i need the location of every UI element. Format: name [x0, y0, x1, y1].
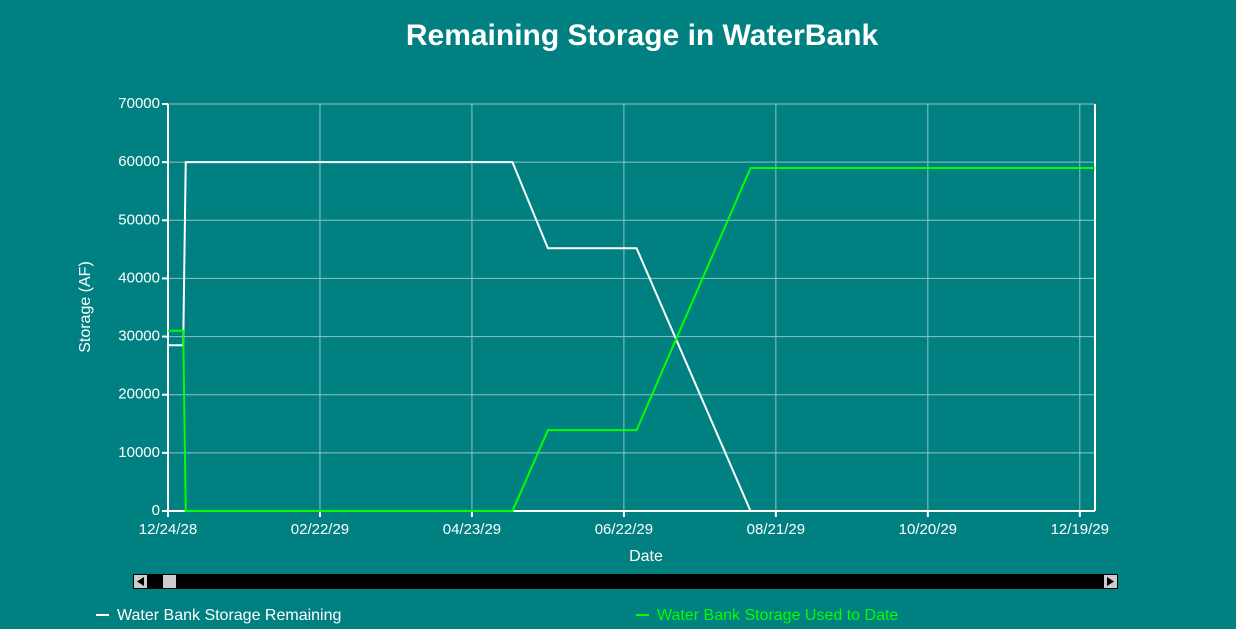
legend-label: Water Bank Storage Used to Date	[657, 607, 898, 624]
x-tick-label: 10/20/29	[899, 521, 957, 538]
y-tick-label: 0	[152, 502, 160, 519]
scroll-thumb[interactable]	[163, 575, 176, 588]
x-axis-label: Date	[629, 548, 663, 565]
y-tick-label: 10000	[118, 444, 160, 461]
line-series	[168, 166, 1095, 512]
x-tick-label: 08/21/29	[747, 521, 805, 538]
arrow-icon	[1107, 577, 1114, 586]
y-tick-label: 20000	[118, 386, 160, 403]
x-tick-label: 04/23/29	[443, 521, 501, 538]
y-tick-label: 40000	[118, 269, 160, 286]
y-axis-label: Storage (AF)	[77, 261, 94, 353]
x-tick-label: 02/22/29	[291, 521, 349, 538]
scroll-track	[133, 574, 1118, 589]
x-tick-label: 06/22/29	[595, 521, 653, 538]
x-tick-label: 12/19/29	[1051, 521, 1109, 538]
line-series	[168, 161, 1095, 512]
chart-title: Remaining Storage in WaterBank	[406, 19, 879, 52]
scrollbar[interactable]	[133, 574, 1118, 589]
y-tick-label: 60000	[118, 153, 160, 170]
legend-label: Water Bank Storage Remaining	[117, 607, 341, 624]
arrow-icon	[137, 577, 144, 586]
x-tick-label: 12/24/28	[139, 521, 197, 538]
y-tick-label: 50000	[118, 211, 160, 228]
y-tick-label: 30000	[118, 328, 160, 345]
y-tick-label: 70000	[118, 95, 160, 112]
